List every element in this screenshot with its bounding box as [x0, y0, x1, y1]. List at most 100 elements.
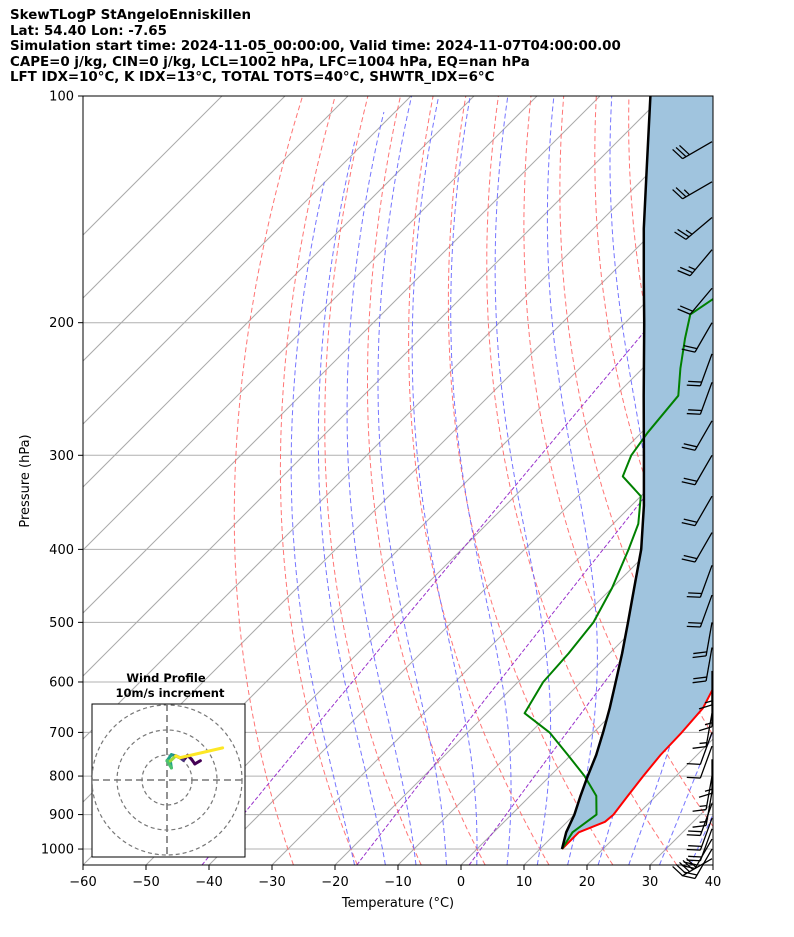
hodograph-title: Wind Profile	[126, 671, 206, 685]
barb-flag	[688, 621, 702, 624]
wind-barbs	[672, 141, 713, 880]
isotherm-line	[83, 108, 713, 740]
y-tick-label: 900	[49, 808, 74, 823]
barb-flag	[681, 481, 696, 486]
barb-flag	[683, 344, 698, 350]
barb-flag	[688, 855, 702, 858]
isotherm-line	[83, 96, 223, 236]
barb-flag	[686, 384, 701, 387]
parcel-line	[560, 96, 652, 850]
mixing-ratio-line	[468, 537, 713, 865]
barb-staff	[699, 745, 713, 779]
wind-barb	[686, 828, 713, 862]
y-tick-label: 1000	[41, 843, 74, 858]
indices-line: LFT IDX=10°C, K IDX=13°C, TOTAL TOTS=40°…	[10, 70, 495, 86]
wind-barb	[681, 420, 713, 451]
barb-staff	[699, 382, 713, 415]
time-line: Simulation start time: 2024-11-05_00:00:…	[10, 39, 621, 55]
mixing-ratio-line	[356, 410, 713, 865]
wind-barb	[686, 817, 713, 851]
wind-barb	[681, 322, 713, 353]
isotherm-line	[208, 360, 713, 865]
barb-flag	[692, 655, 707, 659]
y-tick-label: 600	[49, 675, 74, 690]
wind-barb	[686, 382, 713, 415]
barb-staff	[705, 775, 713, 810]
barb-flag	[686, 859, 701, 862]
barb-staff	[694, 848, 713, 879]
wind-barb	[672, 141, 713, 160]
barb-half-flag	[704, 788, 713, 792]
wind-barb	[677, 249, 713, 277]
x-tick-label: 40	[705, 875, 722, 890]
moist-adiabat	[721, 96, 794, 865]
x-tick-label: −50	[132, 875, 159, 890]
barb-flag	[681, 864, 696, 870]
dewpoint-line	[523, 297, 713, 850]
barb-flag	[672, 865, 683, 877]
barb-staff	[694, 495, 713, 526]
barb-flag	[683, 443, 698, 448]
temperature-line	[561, 686, 713, 850]
barb-flag	[686, 776, 701, 779]
barb-staff	[699, 353, 713, 387]
hodograph-plot	[92, 704, 245, 857]
barb-flag	[672, 148, 683, 160]
barb-staff	[689, 287, 713, 315]
barb-flag	[681, 348, 696, 353]
y-axis-label: Pressure (hPa)	[18, 434, 33, 527]
barb-half-flag	[699, 742, 707, 745]
barb-flag	[692, 745, 707, 749]
barb-staff	[699, 803, 713, 836]
wind-barb	[672, 181, 713, 200]
x-tick-label: −20	[321, 875, 348, 890]
barb-flag	[688, 845, 702, 848]
isotherm-line	[83, 96, 349, 362]
barb-flag	[683, 554, 698, 560]
barb-flag	[677, 308, 691, 315]
isotherm-line	[145, 297, 713, 865]
isotherm-line	[460, 612, 713, 865]
barb-flag	[686, 412, 701, 415]
barb-staff	[699, 817, 713, 851]
isotherm-line	[83, 96, 286, 299]
barb-flag	[672, 189, 683, 200]
barb-flag	[681, 446, 696, 451]
barb-flag	[681, 874, 696, 880]
x-tick-label: −40	[195, 875, 222, 890]
barb-staff	[699, 732, 713, 765]
barb-flag	[683, 518, 698, 523]
barb-staff	[705, 647, 713, 682]
isotherm-line	[83, 96, 412, 425]
barb-flag	[677, 228, 690, 238]
barb-flag	[692, 680, 707, 684]
moist-adiabat	[290, 181, 355, 865]
y-tick-label: 700	[49, 726, 74, 741]
barb-flag	[688, 380, 702, 383]
wind-barb	[681, 454, 713, 486]
barb-flag	[692, 808, 707, 812]
barb-flag	[698, 792, 713, 798]
barb-half-flag	[683, 189, 690, 196]
dry-adiabat	[486, 96, 678, 865]
wind-barb	[698, 670, 713, 710]
profile-lines	[523, 96, 713, 850]
barb-flag	[693, 676, 707, 680]
barb-flag	[698, 726, 713, 732]
y-tick-label: 200	[49, 316, 74, 331]
barb-staff	[705, 622, 713, 656]
mixing-ratio-line	[201, 249, 713, 865]
barb-flag	[679, 144, 690, 156]
isotherm-line	[83, 96, 601, 614]
x-tick-label: 0	[457, 875, 465, 890]
barb-flag	[674, 231, 687, 240]
isotherm-line	[83, 96, 475, 488]
wind-barb	[686, 565, 713, 598]
barb-flag	[683, 871, 698, 876]
parcel-shading	[562, 96, 713, 849]
wind-barb	[686, 745, 713, 779]
x-tick-label: −30	[258, 875, 285, 890]
moist-adiabat	[628, 96, 713, 865]
barb-flag	[675, 187, 687, 198]
dry-adiabat	[233, 96, 304, 865]
